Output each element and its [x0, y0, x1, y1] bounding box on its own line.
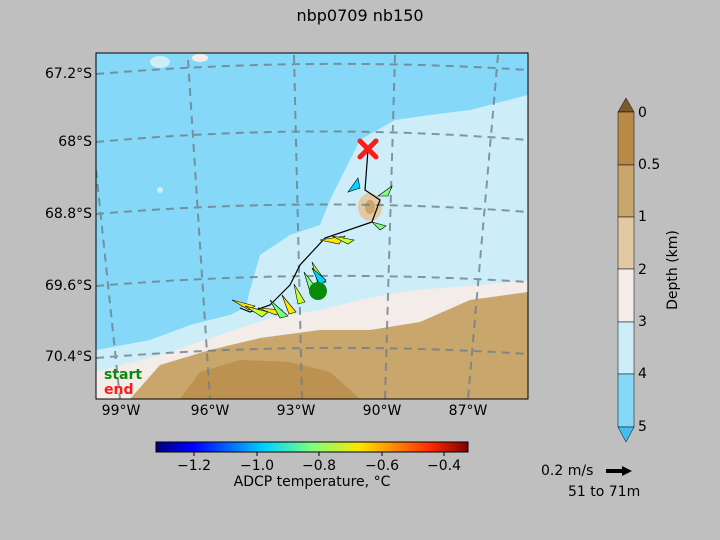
velocity-arrow	[269, 299, 289, 319]
shoal	[157, 187, 163, 193]
temperature-colorbar-ticks	[193, 452, 445, 456]
temperature-colorbar-label: ADCP temperature, °C	[233, 474, 391, 490]
legend-start: start	[104, 367, 143, 383]
island-core	[365, 200, 375, 214]
lat-tick-label: 69.6°S	[45, 278, 92, 294]
lat-tick-label: 70.4°S	[45, 349, 92, 365]
start-marker	[309, 282, 327, 300]
depth-band	[617, 111, 635, 166]
velocity-arrow	[311, 267, 327, 287]
depth-colorbar-label: Depth (km)	[665, 230, 681, 310]
depth-band	[617, 164, 635, 218]
depth-tick-label: 0	[638, 105, 647, 121]
velocity-arrow	[331, 235, 355, 245]
map-frame	[95, 52, 529, 400]
velocity-arrow	[281, 294, 297, 315]
shoal	[150, 56, 170, 68]
lat-tick-label: 67.2°S	[45, 66, 92, 82]
graticule	[96, 54, 528, 399]
quiver-key-arrow	[606, 466, 632, 476]
shoal	[192, 54, 208, 62]
depth-colorbar-extend-bottom	[617, 426, 635, 443]
end-marker	[357, 138, 379, 160]
depth-tick-label: 3	[638, 314, 647, 330]
depth-tick-label: 4	[638, 366, 647, 382]
lon-tick-label: 99°W	[102, 403, 141, 419]
map-area	[96, 53, 528, 399]
shoal	[505, 107, 525, 143]
depth-colorbar	[617, 97, 635, 443]
velocity-arrow	[244, 305, 269, 318]
lat-tick-label: 68°S	[58, 134, 92, 150]
depth-tick-label: 5	[638, 419, 647, 435]
velocity-arrow	[370, 221, 387, 231]
depth-colorbar-extend-top	[617, 97, 635, 113]
temperature-tick-label: −0.4	[427, 458, 461, 474]
lat-tick-label: 68.8°S	[45, 206, 92, 222]
depth-band	[617, 268, 635, 323]
velocity-arrows	[231, 177, 393, 319]
quiver-key-depth-range: 51 to 71m	[568, 484, 641, 500]
chart-title: nbp0709 nb150	[296, 6, 424, 25]
legend-end: end	[104, 382, 134, 398]
lon-tick-label: 96°W	[191, 403, 230, 419]
lon-tick-label: 93°W	[277, 403, 316, 419]
velocity-arrow	[347, 177, 361, 193]
depth-band	[617, 216, 635, 270]
temperature-tick-label: −0.6	[365, 458, 399, 474]
depth-band	[617, 321, 635, 375]
velocity-arrow	[293, 283, 306, 305]
quiver-key-label: 0.2 m/s	[541, 463, 594, 479]
lon-tick-label: 90°W	[363, 403, 402, 419]
lon-tick-label: 87°W	[449, 403, 488, 419]
coastal-land-dark	[180, 360, 360, 399]
depth-band	[617, 373, 635, 428]
depth-tick-label: 1	[638, 209, 647, 225]
temperature-tick-label: −1.0	[240, 458, 274, 474]
depth-tick-label: 2	[638, 262, 647, 278]
temperature-colorbar	[155, 441, 469, 453]
depth-tick-label: 0.5	[638, 157, 660, 173]
temperature-tick-label: −1.2	[177, 458, 211, 474]
velocity-arrow	[377, 185, 393, 197]
temperature-tick-label: −0.8	[302, 458, 336, 474]
